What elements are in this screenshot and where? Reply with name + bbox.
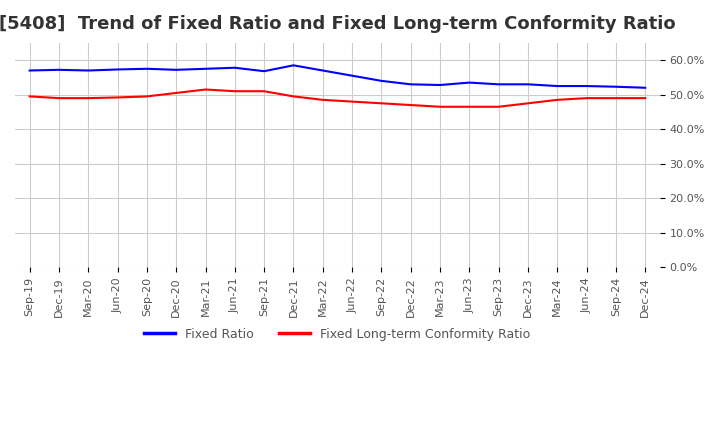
- Fixed Long-term Conformity Ratio: [230, 88, 239, 94]
- Line: Fixed Long-term Conformity Ratio: Fixed Long-term Conformity Ratio: [30, 89, 645, 107]
- Fixed Long-term Conformity Ratio: [25, 94, 34, 99]
- Fixed Ratio: [348, 73, 356, 78]
- Fixed Long-term Conformity Ratio: [377, 101, 386, 106]
- Fixed Long-term Conformity Ratio: [201, 87, 210, 92]
- Fixed Long-term Conformity Ratio: [553, 97, 562, 103]
- Fixed Long-term Conformity Ratio: [495, 104, 503, 110]
- Fixed Ratio: [318, 68, 327, 73]
- Fixed Ratio: [436, 82, 444, 88]
- Fixed Ratio: [465, 80, 474, 85]
- Fixed Long-term Conformity Ratio: [143, 94, 151, 99]
- Line: Fixed Ratio: Fixed Ratio: [30, 65, 645, 88]
- Fixed Long-term Conformity Ratio: [84, 95, 93, 101]
- Fixed Ratio: [230, 65, 239, 70]
- Fixed Ratio: [25, 68, 34, 73]
- Fixed Ratio: [582, 84, 591, 89]
- Fixed Ratio: [172, 67, 181, 73]
- Fixed Ratio: [377, 78, 386, 84]
- Fixed Long-term Conformity Ratio: [289, 94, 298, 99]
- Fixed Long-term Conformity Ratio: [641, 95, 649, 101]
- Fixed Long-term Conformity Ratio: [318, 97, 327, 103]
- Fixed Ratio: [260, 69, 269, 74]
- Fixed Ratio: [406, 82, 415, 87]
- Fixed Long-term Conformity Ratio: [406, 103, 415, 108]
- Fixed Long-term Conformity Ratio: [436, 104, 444, 110]
- Fixed Long-term Conformity Ratio: [523, 101, 532, 106]
- Fixed Ratio: [641, 85, 649, 90]
- Fixed Long-term Conformity Ratio: [172, 90, 181, 95]
- Fixed Ratio: [201, 66, 210, 71]
- Fixed Ratio: [611, 84, 620, 89]
- Fixed Long-term Conformity Ratio: [348, 99, 356, 104]
- Legend: Fixed Ratio, Fixed Long-term Conformity Ratio: Fixed Ratio, Fixed Long-term Conformity …: [139, 323, 536, 346]
- Fixed Ratio: [553, 84, 562, 89]
- Fixed Long-term Conformity Ratio: [260, 88, 269, 94]
- Fixed Long-term Conformity Ratio: [582, 95, 591, 101]
- Fixed Ratio: [84, 68, 93, 73]
- Title: [5408]  Trend of Fixed Ratio and Fixed Long-term Conformity Ratio: [5408] Trend of Fixed Ratio and Fixed Lo…: [0, 15, 676, 33]
- Fixed Ratio: [523, 82, 532, 87]
- Fixed Long-term Conformity Ratio: [113, 95, 122, 100]
- Fixed Ratio: [495, 82, 503, 87]
- Fixed Ratio: [55, 67, 63, 73]
- Fixed Long-term Conformity Ratio: [55, 95, 63, 101]
- Fixed Long-term Conformity Ratio: [465, 104, 474, 110]
- Fixed Ratio: [143, 66, 151, 71]
- Fixed Long-term Conformity Ratio: [611, 95, 620, 101]
- Fixed Ratio: [289, 62, 298, 68]
- Fixed Ratio: [113, 67, 122, 72]
